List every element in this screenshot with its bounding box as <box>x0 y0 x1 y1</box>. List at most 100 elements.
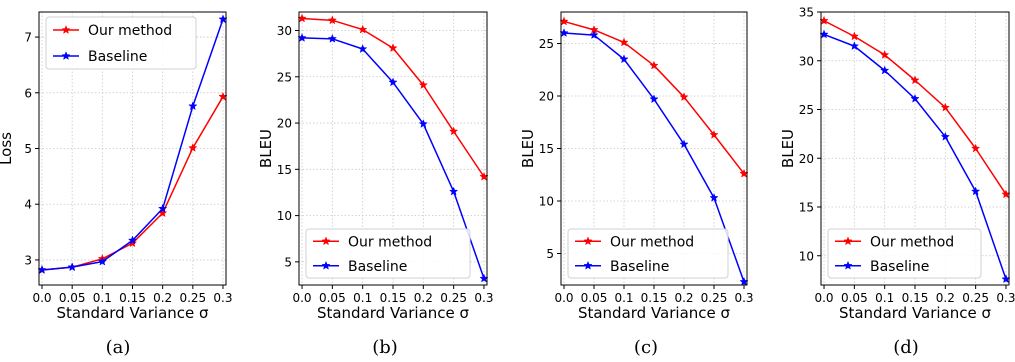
data-point-marker <box>619 37 629 47</box>
legend: Our method Baseline <box>45 16 197 70</box>
x-tick-label: 0.25 <box>440 291 467 305</box>
legend-swatch-marker <box>583 236 593 246</box>
x-tick-label: 0.05 <box>581 291 608 305</box>
x-tick-label: 0.15 <box>641 291 668 305</box>
y-tick-label: 10 <box>539 195 554 209</box>
y-axis-label: BLEU <box>519 129 537 168</box>
data-point-marker <box>910 75 920 85</box>
x-tick-label: 0.25 <box>962 291 989 305</box>
data-point-marker <box>849 41 860 51</box>
y-axis-label: BLEU <box>779 129 797 168</box>
data-point-marker <box>448 186 459 196</box>
x-tick-label: 0.05 <box>841 291 868 305</box>
y-tick-label: 35 <box>799 6 814 20</box>
x-tick-label: 0.3 <box>734 291 753 305</box>
y-tick-label: 15 <box>799 201 814 215</box>
data-point-marker <box>649 60 659 70</box>
legend-swatch-marker <box>61 51 71 60</box>
legend-box <box>567 228 729 279</box>
x-tick-label: 0.05 <box>319 291 346 305</box>
x-tick-label: 0.15 <box>380 291 407 305</box>
data-point-marker <box>97 256 107 266</box>
data-point-marker <box>709 129 719 139</box>
x-tick-label: 0.1 <box>353 291 372 305</box>
legend-label-our-method: Our method <box>88 23 172 39</box>
y-axis-label: BLEU <box>257 129 275 168</box>
y-tick-label: 15 <box>539 142 554 156</box>
panel-a: 0.0 0.05 0.1 0.15 0.2 0.25 0.3 3 4 5 6 7 Standard Va… <box>0 11 233 358</box>
data-point-marker <box>67 262 77 272</box>
y-tick-label: 5 <box>24 142 32 156</box>
legend-swatch-marker <box>843 236 853 246</box>
y-tick-label: 10 <box>277 209 292 223</box>
data-point-marker <box>327 15 338 25</box>
x-tick-label: 0.3 <box>996 291 1015 305</box>
y-tick-label: 15 <box>277 163 292 177</box>
x-tick-label: 0.2 <box>674 291 693 305</box>
legend-swatch-marker <box>583 260 593 270</box>
legend-label-baseline: Baseline <box>870 259 929 275</box>
x-axis-label: Standard Variance σ <box>317 304 470 322</box>
legend-label-our-method: Our method <box>870 234 954 250</box>
data-point-marker <box>127 235 138 245</box>
data-point-marker <box>589 30 599 40</box>
y-tick-label: 20 <box>277 117 292 131</box>
x-tick-label: 0.3 <box>213 291 232 305</box>
y-tick-label: 5 <box>284 255 292 269</box>
y-axis-label: Loss <box>0 132 15 165</box>
x-tick-label: 0.1 <box>93 291 112 305</box>
x-tick-label: 0.15 <box>119 291 146 305</box>
legend: Our method Baseline <box>567 228 729 279</box>
legend-label-our-method: Our method <box>348 234 432 250</box>
y-tick-label: 25 <box>799 103 814 117</box>
data-point-marker <box>388 43 398 53</box>
y-tick-label: 7 <box>24 31 32 45</box>
panel-d: 0.0 0.05 0.1 0.15 0.2 0.25 0.3 10 15 20 25 30 35 Stan… <box>779 6 1015 359</box>
panel-caption: (d) <box>893 337 919 358</box>
panel-caption: (b) <box>372 337 398 358</box>
data-point-marker <box>358 24 368 34</box>
data-point-marker <box>910 93 920 103</box>
x-tick-label: 0.2 <box>414 291 433 305</box>
x-tick-label: 0.1 <box>875 291 894 305</box>
x-axis-label: Standard Variance σ <box>578 304 731 322</box>
x-tick-label: 0.2 <box>153 291 172 305</box>
legend-label-baseline: Baseline <box>88 49 147 65</box>
data-point-marker <box>679 92 689 102</box>
panel-caption: (a) <box>106 337 131 358</box>
panel-caption: (c) <box>634 337 658 358</box>
y-tick-label: 20 <box>799 152 814 166</box>
x-tick-label: 0.15 <box>902 291 929 305</box>
legend-swatch-marker <box>321 236 331 246</box>
y-tick-label: 25 <box>539 37 554 51</box>
data-point-marker <box>880 50 890 59</box>
y-tick-label: 6 <box>24 86 32 100</box>
legend-box <box>827 228 982 279</box>
data-point-marker <box>849 31 860 41</box>
panel-c: 0.0 0.05 0.1 0.15 0.2 0.25 0.3 5 10 15 20 25 Standar… <box>519 11 754 358</box>
data-point-marker <box>327 33 338 43</box>
data-point-marker <box>709 192 719 202</box>
data-point-marker <box>388 77 398 87</box>
y-tick-label: 25 <box>277 70 292 84</box>
legend-label-baseline: Baseline <box>348 259 407 275</box>
legend: Our method Baseline <box>827 228 982 279</box>
legend-label-our-method: Our method <box>610 234 694 250</box>
legend-label-baseline: Baseline <box>610 259 669 275</box>
data-point-marker <box>188 101 198 111</box>
x-tick-label: 0.0 <box>32 291 51 305</box>
data-point-marker <box>940 131 950 141</box>
data-point-marker <box>188 143 198 152</box>
panel-b: 0.0 0.05 0.1 0.15 0.2 0.25 0.3 5 10 15 20 25 30 Stand… <box>257 11 494 358</box>
x-tick-label: 0.2 <box>936 291 955 305</box>
y-tick-label: 10 <box>799 249 814 263</box>
legend-box <box>45 16 197 70</box>
y-tick-label: 3 <box>24 253 32 267</box>
legend-swatch-marker <box>843 260 853 270</box>
legend: Our method Baseline <box>305 228 471 279</box>
data-point-marker <box>418 119 428 128</box>
data-point-marker <box>619 54 629 64</box>
x-tick-label: 0.0 <box>292 291 311 305</box>
x-tick-label: 0.3 <box>474 291 493 305</box>
